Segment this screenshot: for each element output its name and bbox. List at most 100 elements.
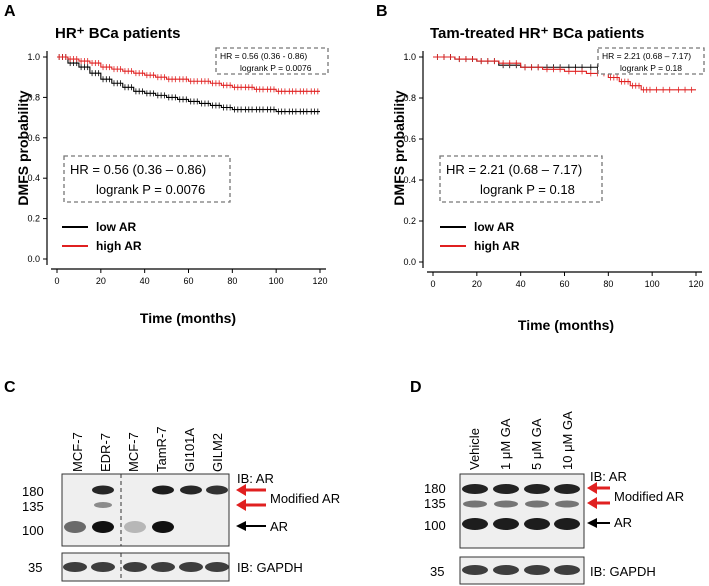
modified-ar-band [493, 484, 519, 494]
gapdh-band [63, 562, 87, 572]
panel-c-ar-bands [64, 485, 228, 533]
x-tick-label: 120 [688, 279, 703, 289]
y-tick-label: 1.0 [27, 52, 40, 62]
y-tick-label: 0.4 [27, 173, 40, 183]
panel-b-inset-box [597, 47, 705, 75]
ar-band [124, 521, 146, 533]
panel-d-ib-gapdh: IB: GAPDH [590, 564, 656, 579]
km-curve-high-ar [57, 56, 320, 92]
panel-c-marker-180: 180 [22, 484, 44, 499]
ar-band [493, 518, 519, 530]
panel-a-axes: 0 20 40 60 80 100 120 0.0 0.2 0.4 0.6 0.8 1.0 [27, 51, 328, 286]
y-tick-label: 0.8 [27, 92, 40, 102]
lane-label: TamR-7 [154, 426, 169, 472]
x-tick-label: 20 [96, 276, 106, 286]
panel-a: A HR⁺ BCa patients DMFS probability Time… [4, 3, 329, 326]
lane-label: 10 μM GA [560, 411, 575, 470]
panel-c-gapdh-bands [63, 562, 229, 572]
panel-a-inset-line1: HR = 0.56 (0.36 - 0.86) [220, 51, 307, 61]
panel-b-stats-line2: logrank P = 0.18 [480, 182, 575, 197]
panel-c-ar-blot [61, 473, 230, 547]
panel-d-red-arrow-1 [587, 482, 610, 494]
gapdh-band [91, 562, 115, 572]
legend-low-ar-label: low AR [96, 220, 137, 234]
panel-d-lane-labels: Vehicle 1 μM GA 5 μM GA 10 μM GA [467, 411, 575, 470]
x-tick-label: 100 [645, 279, 660, 289]
panel-c-lane-labels: MCF-7 EDR-7 MCF-7 TamR-7 GI101A GILM2 [70, 426, 225, 472]
panel-b-axes: 0 20 40 60 80 100 120 0.0 0.2 0.4 0.6 0.8 1.0 [403, 51, 704, 289]
ar-band [92, 521, 114, 533]
panel-b-stats-box [439, 155, 603, 203]
gapdh-band [179, 562, 203, 572]
ar-band [462, 518, 488, 530]
panel-b-title: Tam-treated HR⁺ BCa patients [430, 25, 644, 42]
panel-b: B Tam-treated HR⁺ BCa patients DMFS prob… [376, 3, 705, 333]
gapdh-band [462, 565, 488, 575]
lane-label: 5 μM GA [529, 418, 544, 470]
lane-label: 1 μM GA [498, 418, 513, 470]
modified-ar-band-2 [463, 500, 487, 508]
gapdh-band [123, 562, 147, 572]
legend-low-ar-label: low AR [474, 220, 515, 234]
modified-ar-band-2 [525, 500, 549, 508]
panel-letter-c: C [4, 379, 16, 396]
x-tick-label: 60 [559, 279, 569, 289]
panel-c: C MCF-7 EDR-7 MCF-7 TamR-7 GI101A GILM2 180 1… [4, 379, 340, 582]
x-tick-label: 80 [227, 276, 237, 286]
gapdh-band [493, 565, 519, 575]
ar-band [152, 521, 174, 533]
x-tick-label: 80 [603, 279, 613, 289]
panel-c-black-arrow [236, 521, 266, 531]
gapdh-band [205, 562, 229, 572]
panel-b-inset-line1: HR = 2.21 (0.68 – 7.17) [602, 51, 691, 61]
lane-label: MCF-7 [126, 432, 141, 472]
panel-d-red-arrow-2 [587, 497, 610, 509]
y-tick-label: 0.6 [27, 133, 40, 143]
panel-a-curves [57, 54, 320, 115]
gapdh-band [151, 562, 175, 572]
panel-a-title: HR⁺ BCa patients [55, 25, 180, 42]
panel-d-marker-35: 35 [430, 564, 444, 579]
modified-ar-band-2 [555, 500, 579, 508]
x-tick-label: 40 [140, 276, 150, 286]
lane-label: Vehicle [467, 428, 482, 470]
panel-d-gapdh-bands [462, 565, 580, 575]
modified-ar-band [524, 484, 550, 494]
panel-a-stats-box [63, 155, 231, 203]
x-tick-label: 0 [54, 276, 59, 286]
modified-ar-band-2 [94, 502, 112, 508]
panel-d-ar-bands [462, 484, 580, 530]
panel-a-stats-line2: logrank P = 0.0076 [96, 182, 205, 197]
panel-c-ib-ar: IB: AR [237, 471, 274, 486]
y-tick-label: 0.0 [27, 254, 40, 264]
modified-ar-band [206, 485, 228, 495]
panel-d-marker-180: 180 [424, 481, 446, 496]
panel-a-xlabel: Time (months) [140, 310, 236, 326]
ar-band [64, 521, 86, 533]
panel-c-ib-gapdh: IB: GAPDH [237, 560, 303, 575]
modified-ar-band [180, 485, 202, 495]
lane-label: GI101A [182, 428, 197, 472]
panel-letter-a: A [4, 3, 16, 20]
panel-a-stats-line1: HR = 0.56 (0.36 – 0.86) [70, 162, 206, 177]
x-tick-label: 60 [183, 276, 193, 286]
panel-letter-b: B [376, 3, 388, 20]
x-tick-label: 0 [430, 279, 435, 289]
x-tick-label: 20 [472, 279, 482, 289]
y-tick-label: 0.4 [403, 175, 416, 185]
lane-label: MCF-7 [70, 432, 85, 472]
panel-d-marker-135: 135 [424, 496, 446, 511]
panel-b-stats-line1: HR = 2.21 (0.68 – 7.17) [446, 162, 582, 177]
panel-d-black-arrow [587, 518, 610, 528]
panel-d-modified-ar: Modified AR [614, 489, 684, 504]
lane-label: GILM2 [210, 433, 225, 472]
panel-a-inset-line2: logrank P = 0.0076 [240, 63, 312, 73]
panel-a-ylabel: DMFS probability [15, 90, 31, 205]
panel-b-inset-line2: logrank P = 0.18 [620, 63, 682, 73]
panel-c-red-arrow-2 [236, 499, 266, 511]
gapdh-band [554, 565, 580, 575]
panel-d-marker-100: 100 [424, 518, 446, 533]
lane-label: EDR-7 [98, 433, 113, 472]
ar-band [524, 518, 550, 530]
